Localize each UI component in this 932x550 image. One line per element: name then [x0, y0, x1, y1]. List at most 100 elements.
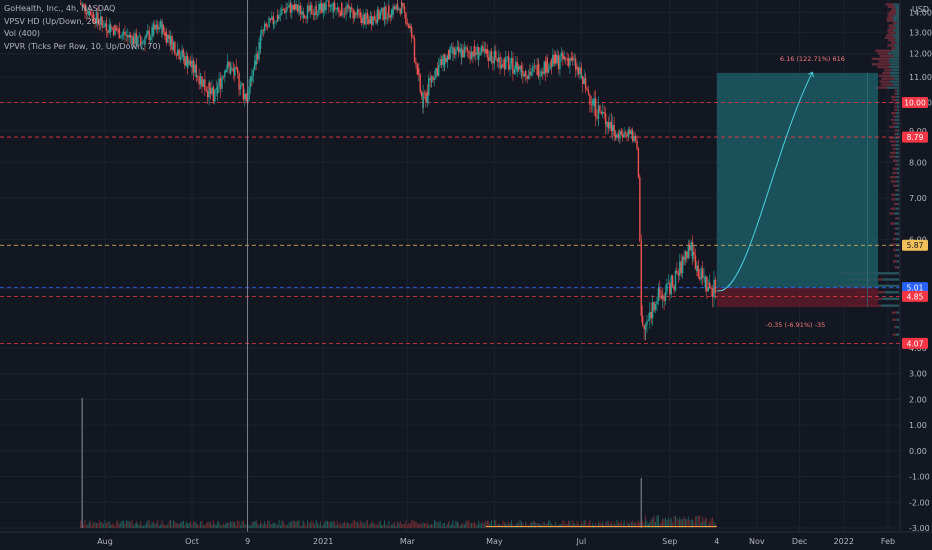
volume-bar — [177, 523, 179, 528]
volume-bar — [595, 522, 597, 528]
candle-body — [405, 23, 407, 24]
candle-body — [415, 61, 417, 65]
volume-bar — [587, 522, 589, 528]
volume-bar — [90, 520, 92, 528]
candle-body — [525, 70, 527, 77]
volume-bar — [348, 522, 350, 528]
time-axis[interactable]: Aug Oct 9 2021 Mar May Jul Sep 4 Nov Dec 2022 Feb — [97, 537, 895, 546]
volume-bar — [539, 523, 541, 528]
legend-volume[interactable]: Vol (400) — [4, 29, 41, 38]
volume-bar — [372, 522, 374, 528]
profile-bar-down — [888, 26, 897, 30]
candle-body — [453, 48, 456, 55]
volume-bar — [215, 524, 217, 528]
horizontal-lines[interactable] — [0, 102, 900, 344]
candle-body — [425, 93, 427, 103]
profile-bar-up — [896, 98, 899, 102]
volume-bar — [138, 525, 140, 528]
volume-bar — [341, 525, 343, 528]
volume-bar — [244, 523, 246, 528]
candle-body — [634, 136, 637, 141]
legend-vpsv[interactable]: VPSV HD (Up/Down, 20) — [4, 16, 100, 26]
volume-bar — [399, 521, 401, 528]
profile-bar-up — [897, 217, 899, 220]
position-zones[interactable] — [716, 72, 879, 308]
candle-body — [469, 55, 471, 59]
candle-body — [624, 132, 627, 134]
profile-bar-up — [893, 83, 899, 86]
volume-bar — [299, 525, 301, 528]
volume-bar — [423, 523, 425, 528]
volume-bar — [289, 525, 291, 528]
candle-body — [164, 31, 166, 37]
volume-bar — [239, 525, 241, 528]
volume-bar — [404, 524, 406, 528]
candle-body — [245, 93, 247, 102]
profile-bar-up — [895, 115, 899, 118]
candle-body — [532, 66, 534, 73]
candle-body — [296, 4, 299, 12]
candle-body — [644, 325, 647, 330]
profile-bar-down — [893, 202, 898, 206]
profile-bar-up — [895, 155, 899, 158]
candle-body — [436, 67, 439, 76]
profile-bar-up — [897, 266, 899, 269]
volume-bar — [653, 515, 655, 528]
profile-bar-up — [895, 36, 899, 39]
profile-bar-down — [894, 217, 898, 220]
candle-body — [226, 61, 229, 70]
candle-body — [352, 9, 354, 19]
candle-body — [445, 57, 447, 63]
y-tick-label: -2.00 — [909, 498, 930, 507]
volume-bar — [439, 521, 441, 528]
volume-bar — [317, 522, 319, 528]
volume-bar — [95, 523, 97, 528]
volume-bar — [284, 524, 286, 528]
volume-bar — [133, 525, 135, 528]
legend-title[interactable]: GoHealth, Inc., 4h, NASDAQ — [4, 4, 116, 13]
candle-body — [572, 56, 574, 60]
candle-body — [443, 57, 446, 68]
candle-body — [95, 12, 98, 24]
volume-bar — [613, 522, 615, 528]
volume-bar — [268, 521, 270, 528]
volume-bar — [384, 521, 386, 528]
candle-body — [629, 129, 631, 135]
volume-bar — [677, 520, 679, 528]
volume-bar — [660, 521, 662, 528]
volume-bar — [175, 522, 177, 528]
volume-bar — [346, 522, 348, 528]
candle-body — [643, 325, 645, 329]
volume-bar — [572, 520, 574, 528]
volume-bar — [184, 524, 186, 528]
profile-bar-up — [893, 44, 899, 47]
profile-bar-down — [889, 140, 897, 143]
profile-bar-down — [892, 159, 898, 162]
profile-bar-up — [895, 193, 899, 196]
candle-body — [301, 11, 303, 15]
candle-body — [530, 72, 533, 76]
legend-vpvr[interactable]: VPVR (Ticks Per Row, 10, Up/Down, 70) — [4, 41, 161, 51]
candle-body — [148, 31, 150, 40]
y-tick-label: 2.00 — [909, 395, 927, 404]
volume-bar — [123, 521, 125, 528]
candle-body — [222, 76, 225, 78]
candle-body — [653, 302, 655, 309]
profile-bar-down — [889, 155, 896, 158]
candle-body — [657, 288, 660, 291]
candle-body — [666, 283, 668, 288]
volume-spike — [81, 398, 83, 528]
candle-body — [458, 46, 460, 53]
profile-bar-down — [880, 83, 894, 86]
volume-bar — [255, 521, 257, 528]
volume-bar — [328, 521, 330, 528]
candle-body — [298, 5, 300, 11]
volume-bar — [459, 525, 461, 528]
candle-body — [269, 18, 272, 20]
profile-bar-down — [891, 198, 896, 201]
candle-body — [284, 10, 286, 13]
candle-body — [677, 272, 680, 276]
volume-bar — [155, 522, 157, 528]
volume-bar — [237, 520, 239, 528]
